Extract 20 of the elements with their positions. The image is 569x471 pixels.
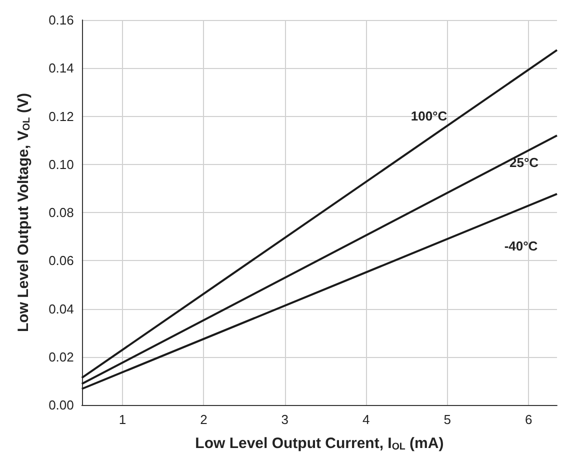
y-tick-label: 0.02 [48, 349, 74, 364]
series-label: 25°C [509, 155, 540, 170]
x-axis-title: Low Level Output Current, IOL (mA) [195, 434, 444, 452]
x-tick-label: 1 [118, 412, 126, 427]
x-tick-label: 2 [200, 412, 208, 427]
x-tick-label: 3 [281, 412, 289, 427]
y-tick-label: 0.08 [48, 205, 74, 220]
y-axis-title: Low Level Output Voltage, VOL (V) [15, 92, 32, 332]
y-tick-label: 0.00 [48, 398, 74, 412]
series-label: -40°C [504, 238, 538, 254]
x-tick-label: 6 [524, 412, 532, 427]
x-tick-label: 4 [362, 412, 370, 427]
y-tick-label: 0.14 [48, 60, 74, 76]
y-tick-label: 0.16 [48, 12, 74, 28]
y-tick-label: 0.12 [48, 108, 74, 124]
x-tick-label: 5 [444, 412, 451, 427]
y-tick-label: 0.04 [48, 301, 74, 316]
series-label: 100°C [410, 108, 448, 124]
y-tick-label: 0.06 [48, 253, 74, 268]
y-tick-label: 0.10 [48, 156, 74, 172]
